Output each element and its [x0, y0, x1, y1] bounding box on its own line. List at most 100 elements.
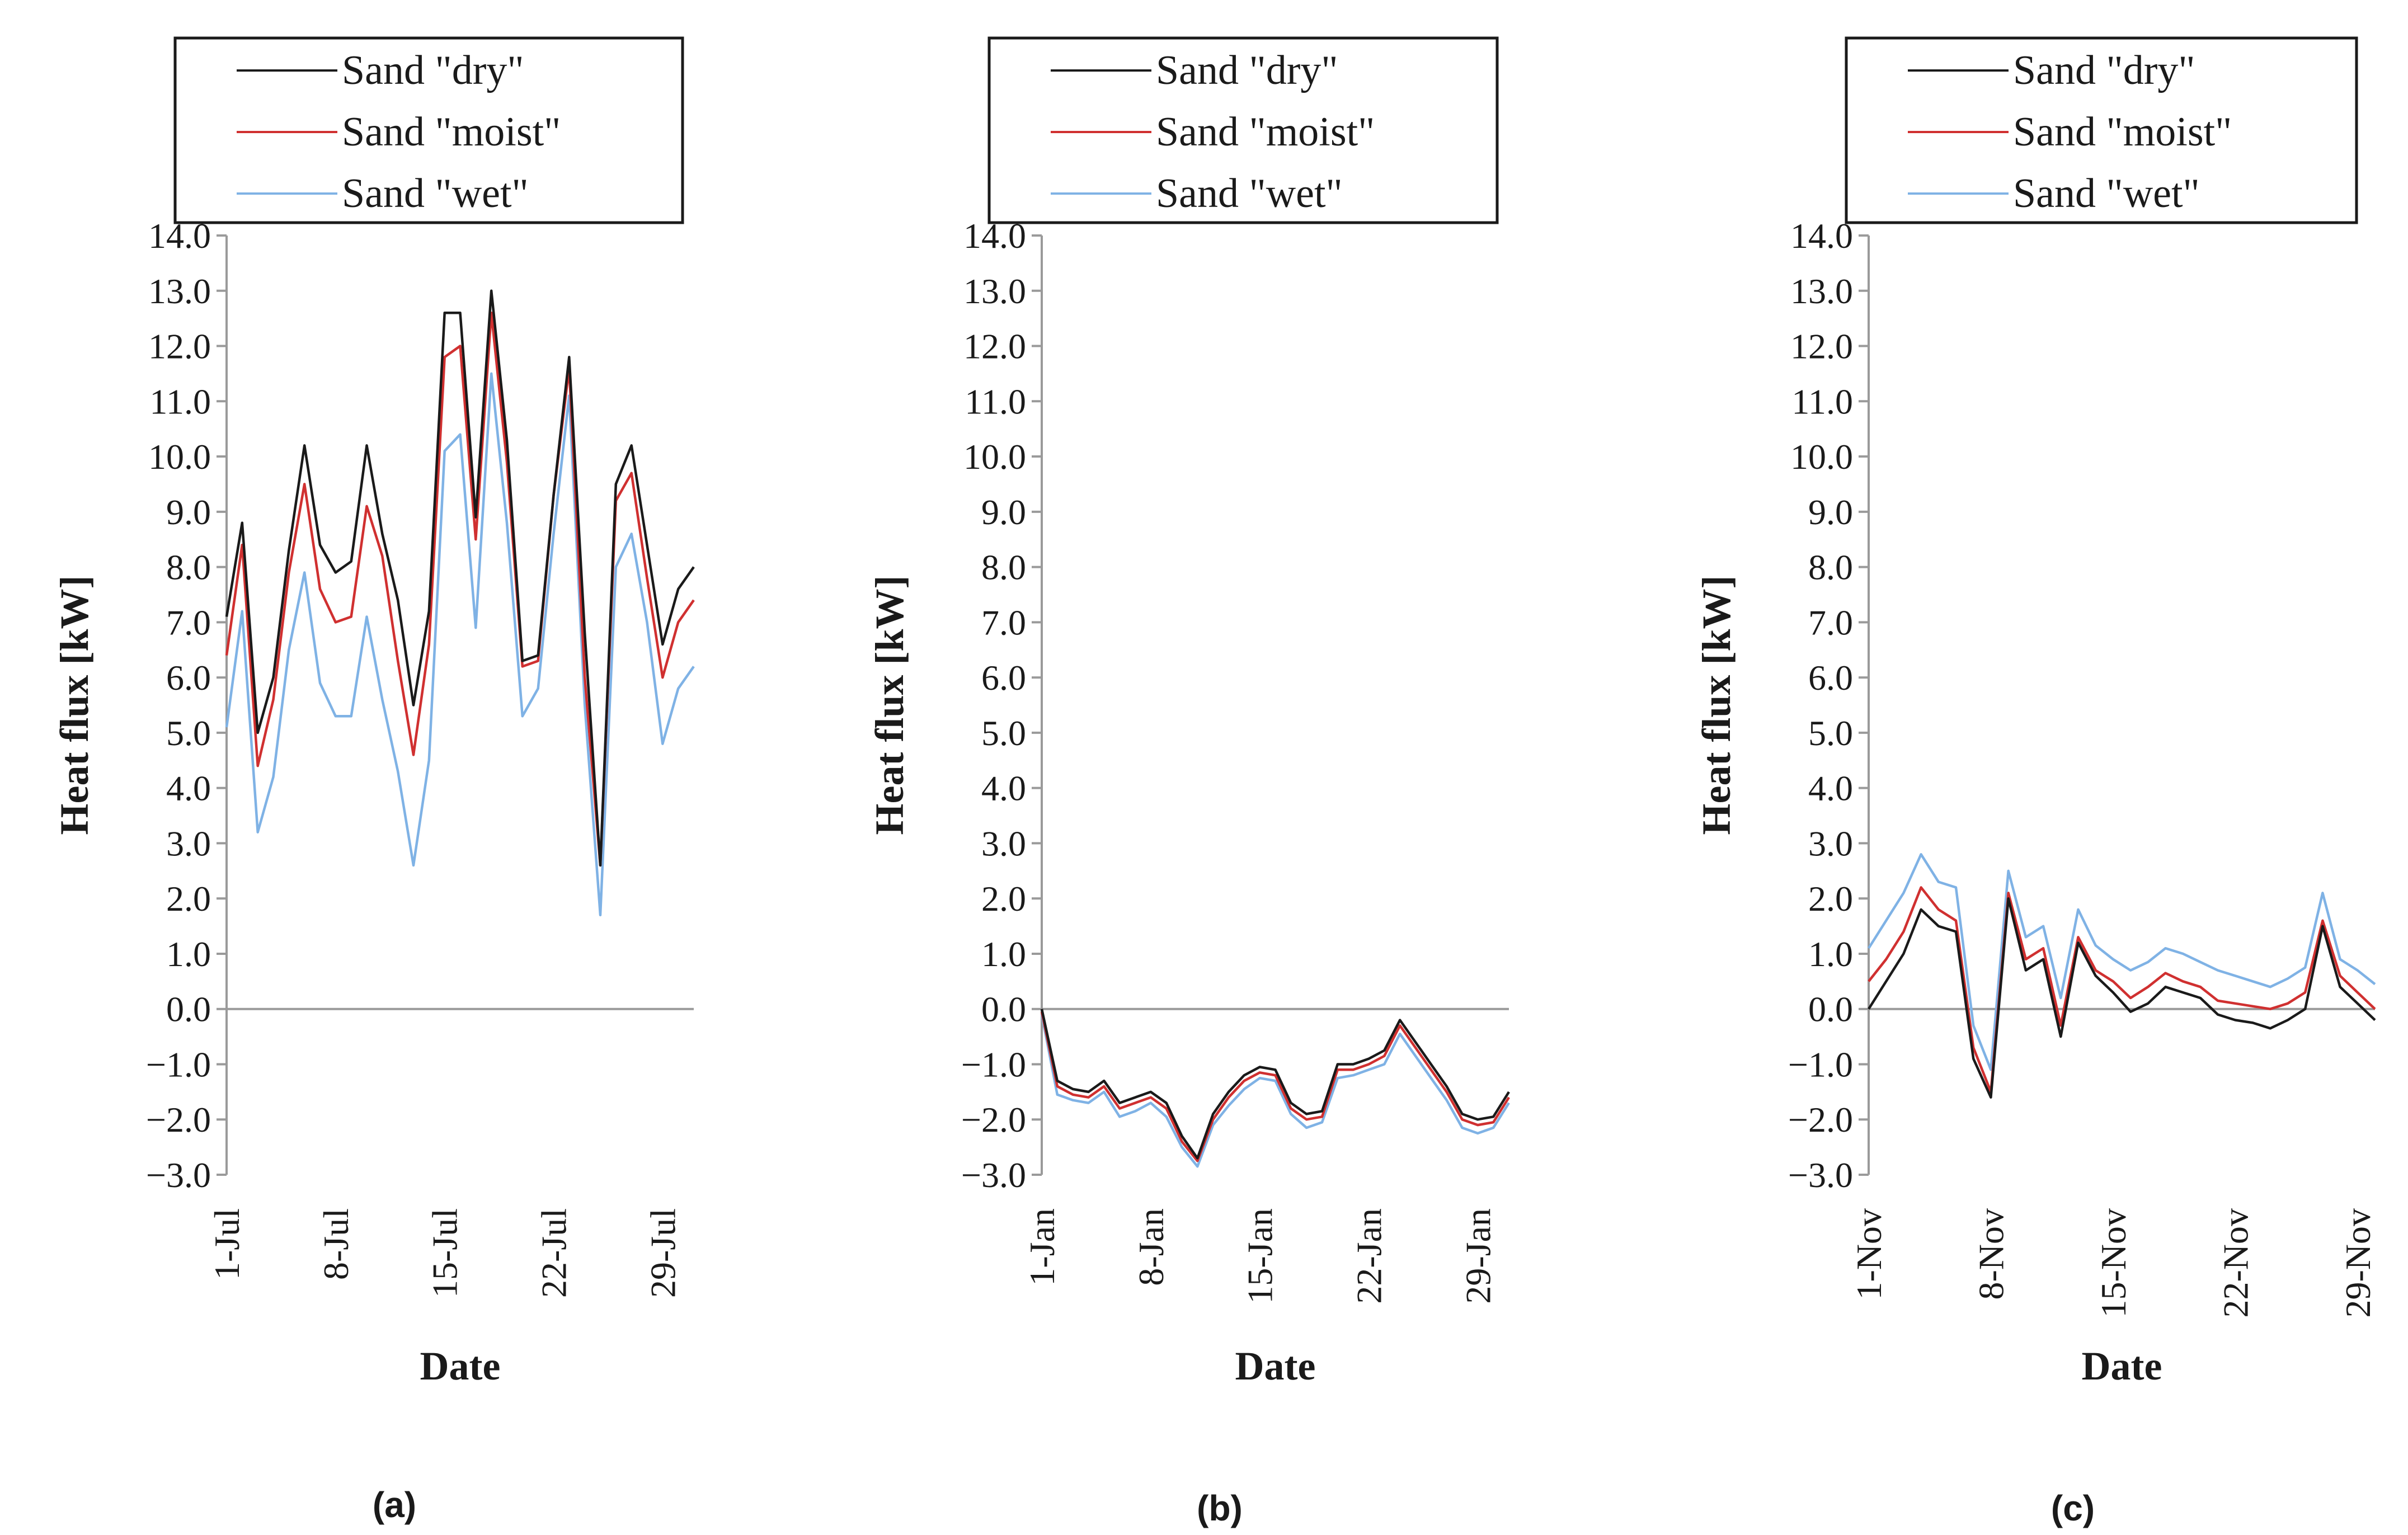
- y-tick-label: 5.0: [1808, 713, 1853, 753]
- series-line-moist: [1868, 886, 2376, 1094]
- y-tick-label: −2.0: [961, 1100, 1026, 1140]
- legend-label-moist: Sand "moist": [2013, 109, 2232, 155]
- y-tick-label: 1.0: [166, 934, 211, 974]
- series-line-wet: [1040, 1014, 1510, 1168]
- y-tick-label: 7.0: [1808, 602, 1853, 642]
- y-axis-title: Heat flux [kW]: [1694, 576, 1739, 835]
- x-axis-title: Date: [2082, 1344, 2162, 1388]
- y-tick-label: 3.0: [166, 823, 211, 863]
- y-tick-label: 3.0: [981, 823, 1026, 863]
- legend-label-wet: Sand "wet": [1156, 171, 1343, 216]
- y-tick-label: 13.0: [963, 271, 1026, 311]
- x-tick-label: 15-Nov: [2094, 1208, 2133, 1318]
- x-tick-label: 1-Jul: [207, 1208, 247, 1280]
- panel-label-b: (b): [1197, 1488, 1243, 1528]
- series-line-moist: [225, 312, 695, 867]
- legend-box: [173, 36, 684, 224]
- x-tick-label: 15-Jul: [425, 1208, 465, 1298]
- panel-b: Sand "dry" Sand "moist" Sand "wet" 14.0 13.0…: [867, 36, 1510, 1388]
- y-tick-label: −2.0: [146, 1100, 211, 1140]
- y-tick-label: 11.0: [149, 382, 211, 421]
- y-tick-label: 6.0: [166, 658, 211, 698]
- y-tick-label: −1.0: [961, 1044, 1026, 1084]
- y-tick-label: −3.0: [1788, 1155, 1853, 1195]
- legend-label-dry: Sand "dry": [342, 48, 524, 93]
- x-tick-label: 1-Nov: [1849, 1208, 1889, 1300]
- y-tick-label: 11.0: [1791, 382, 1853, 421]
- y-tick-label: 1.0: [981, 934, 1026, 974]
- y-tick-label: 8.0: [981, 548, 1026, 587]
- y-tick-label: 0.0: [1808, 990, 1853, 1029]
- y-tick-label: 4.0: [166, 769, 211, 808]
- y-tick-label: −2.0: [1788, 1100, 1853, 1140]
- legend-label-dry: Sand "dry": [1156, 48, 1338, 93]
- y-tick-label: 2.0: [166, 879, 211, 919]
- legend-box: [1845, 36, 2358, 224]
- series-line-wet: [1868, 853, 2376, 1071]
- y-tick-label: 14.0: [1790, 216, 1853, 256]
- y-tick-label: 1.0: [1808, 934, 1853, 974]
- y-tick-label: 4.0: [981, 769, 1026, 808]
- legend-label-wet: Sand "wet": [2013, 171, 2200, 216]
- panel-a: Sand "dry" Sand "moist" Sand "wet" 14.0 13.0…: [52, 36, 695, 1388]
- x-tick-label: 29-Nov: [2338, 1208, 2378, 1318]
- y-tick-label: 2.0: [981, 879, 1026, 919]
- panel-label-a: (a): [373, 1485, 416, 1525]
- y-tick-label: 12.0: [1790, 327, 1853, 366]
- y-tick-label: 12.0: [148, 327, 211, 366]
- y-tick-label: 12.0: [963, 327, 1026, 366]
- y-tick-label: 4.0: [1808, 769, 1853, 808]
- x-axis-title: Date: [420, 1344, 501, 1388]
- y-tick-label: 8.0: [166, 548, 211, 587]
- y-tick-label: −1.0: [1788, 1044, 1853, 1084]
- x-tick-label: 22-Jul: [534, 1208, 574, 1298]
- y-tick-label: 10.0: [148, 437, 211, 477]
- y-tick-label: −1.0: [146, 1044, 211, 1084]
- y-tick-label: 8.0: [1808, 548, 1853, 587]
- series-line-wet: [225, 372, 695, 917]
- panel-label-c: (c): [2051, 1488, 2095, 1528]
- x-tick-label: 8-Jul: [316, 1208, 356, 1280]
- y-tick-label: 3.0: [1808, 823, 1853, 863]
- x-tick-label: 29-Jul: [643, 1208, 683, 1298]
- y-tick-label: 0.0: [981, 990, 1026, 1029]
- series-line-moist: [1040, 1011, 1510, 1162]
- x-axis-title: Date: [1235, 1344, 1316, 1388]
- y-axis-title: Heat flux [kW]: [867, 576, 912, 835]
- y-tick-label: 9.0: [981, 492, 1026, 532]
- y-tick-label: 13.0: [1790, 271, 1853, 311]
- x-tick-label: 8-Nov: [1971, 1208, 2011, 1300]
- y-tick-label: 10.0: [963, 437, 1026, 477]
- y-tick-label: −3.0: [961, 1155, 1026, 1195]
- legend-label-dry: Sand "dry": [2013, 48, 2195, 93]
- y-tick-label: 7.0: [981, 602, 1026, 642]
- series-line-dry: [1868, 897, 2376, 1099]
- y-tick-label: 0.0: [166, 990, 211, 1029]
- y-tick-label: 5.0: [166, 713, 211, 753]
- x-tick-label: 8-Jan: [1131, 1208, 1171, 1286]
- legend-label-moist: Sand "moist": [342, 109, 561, 155]
- legend-label-wet: Sand "wet": [342, 171, 529, 216]
- x-tick-label: 1-Jan: [1022, 1208, 1062, 1286]
- y-tick-label: 7.0: [166, 602, 211, 642]
- y-tick-label: 9.0: [1808, 492, 1853, 532]
- y-tick-label: 2.0: [1808, 879, 1853, 919]
- legend-box: [987, 36, 1499, 224]
- y-tick-label: 13.0: [148, 271, 211, 311]
- y-tick-label: 6.0: [981, 658, 1026, 698]
- y-tick-label: 14.0: [148, 216, 211, 256]
- series-line-dry: [1040, 1009, 1510, 1160]
- y-tick-label: 11.0: [965, 382, 1026, 421]
- y-axis-title: Heat flux [kW]: [52, 576, 97, 835]
- x-tick-label: 29-Jan: [1458, 1208, 1498, 1304]
- y-tick-label: 10.0: [1790, 437, 1853, 477]
- series-line-dry: [225, 289, 695, 867]
- y-tick-label: 6.0: [1808, 658, 1853, 698]
- y-tick-label: 14.0: [963, 216, 1026, 256]
- panel-c: Sand "dry" Sand "moist" Sand "wet" 14.0 13.0…: [1694, 36, 2378, 1388]
- y-tick-label: −3.0: [146, 1155, 211, 1195]
- y-tick-label: 5.0: [981, 713, 1026, 753]
- x-tick-label: 22-Nov: [2216, 1208, 2255, 1318]
- x-tick-label: 22-Jan: [1349, 1208, 1389, 1304]
